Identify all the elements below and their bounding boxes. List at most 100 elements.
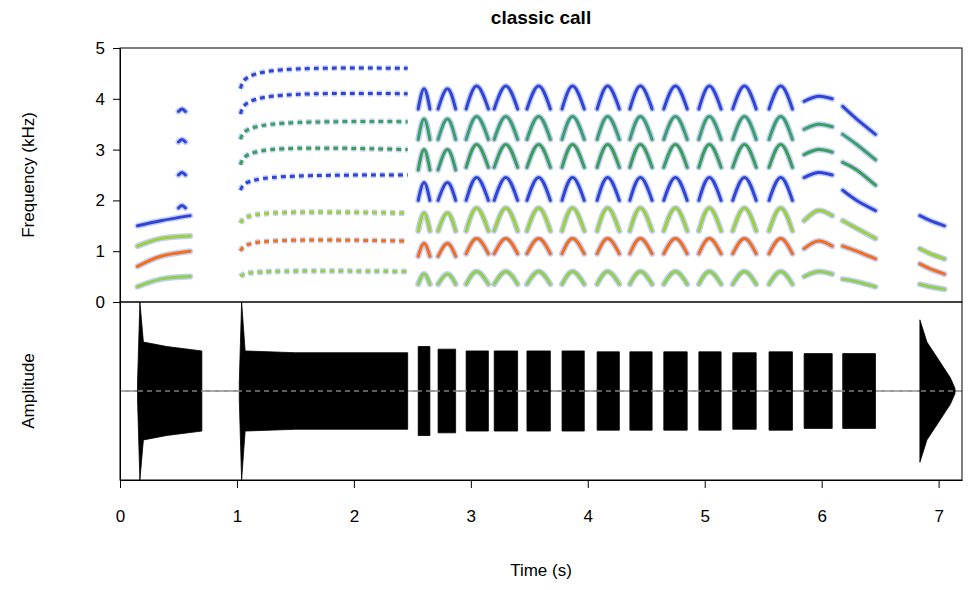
harmonic-halo: [664, 208, 687, 231]
harmonic: [240, 68, 407, 89]
harmonic: [630, 208, 652, 231]
waveform-marks: [120, 302, 962, 480]
harmonic: [733, 145, 756, 168]
x-axis: 01234567: [116, 480, 963, 526]
harmonic: [843, 134, 876, 159]
harmonic-halo: [438, 119, 456, 139]
harmonic: [630, 272, 652, 285]
harmonic: [699, 272, 721, 285]
harmonic-halo: [664, 178, 687, 201]
harmonic: [418, 119, 430, 139]
harmonic-halo: [630, 86, 652, 109]
x-tick: 6: [817, 480, 826, 526]
harmonic-halo: [920, 216, 945, 226]
harmonic: [562, 117, 584, 140]
y-tick: 2: [96, 191, 120, 210]
harmonic-halo: [562, 208, 584, 231]
syllable: [630, 86, 652, 284]
x-axis-title: Time (s): [510, 561, 572, 580]
y-tick-label: 4: [96, 90, 105, 109]
syllable: [920, 216, 945, 290]
harmonic: [178, 139, 185, 142]
harmonic: [843, 221, 876, 239]
harmonic: [240, 122, 407, 140]
syllable: [843, 106, 876, 286]
harmonic: [466, 117, 488, 140]
harmonic-halo: [178, 205, 185, 208]
harmonic-halo: [664, 117, 687, 140]
harmonic: [804, 210, 832, 220]
harmonic: [597, 117, 619, 140]
harmonic-halo: [769, 272, 792, 285]
harmonic-halo: [466, 272, 488, 285]
harmonic: [418, 183, 430, 201]
harmonic: [418, 244, 430, 257]
y-tick-label: 2: [96, 191, 105, 210]
syllable: [178, 109, 185, 208]
harmonic: [438, 213, 456, 231]
zero-line: [120, 391, 962, 392]
harmonic: [733, 272, 756, 285]
harmonic: [240, 271, 407, 277]
harmonic: [699, 239, 721, 254]
harmonic: [843, 279, 876, 287]
harmonic: [466, 272, 488, 285]
harmonic-halo: [920, 264, 945, 274]
y-tick-mark: [113, 99, 120, 100]
syllable: [138, 216, 191, 287]
harmonic: [438, 119, 456, 139]
y-tick: 5: [96, 39, 120, 58]
harmonic-halo: [527, 86, 550, 109]
harmonic: [527, 272, 550, 285]
harmonic-halo: [699, 86, 721, 109]
x-tick-mark: [237, 480, 238, 488]
harmonic-halo: [597, 178, 619, 201]
harmonic-halo: [597, 239, 619, 254]
harmonic-halo: [843, 106, 876, 134]
harmonic: [769, 239, 792, 254]
harmonic: [733, 208, 756, 231]
harmonic: [527, 117, 550, 140]
harmonic-halo: [466, 239, 488, 254]
harmonic-halo: [699, 145, 721, 168]
chart-svg: classic call012345Frequency (kHz)0123456…: [0, 0, 971, 590]
harmonic-halo: [527, 145, 550, 168]
harmonic-halo: [562, 86, 584, 109]
x-tick-mark: [120, 480, 121, 488]
harmonic: [769, 86, 792, 109]
harmonic-halo: [733, 145, 756, 168]
harmonic-halo: [733, 117, 756, 140]
harmonic-halo: [843, 134, 876, 159]
y-tick-label: 0: [96, 293, 105, 312]
harmonic-halo: [630, 178, 652, 201]
harmonic-halo: [804, 124, 832, 129]
x-tick-mark: [471, 480, 472, 488]
harmonic-halo: [630, 239, 652, 254]
syllable: [562, 86, 584, 284]
harmonic: [494, 239, 517, 254]
harmonic-halo: [138, 277, 191, 287]
harmonic: [418, 89, 430, 109]
harmonic: [733, 178, 756, 201]
x-tick: 7: [934, 480, 943, 526]
harmonic: [920, 264, 945, 274]
harmonic: [562, 239, 584, 254]
harmonic-halo: [562, 145, 584, 168]
harmonic: [664, 208, 687, 231]
harmonic: [527, 178, 550, 201]
harmonic-halo: [240, 175, 407, 190]
harmonic-halo: [240, 240, 407, 251]
y-tick-label: 1: [96, 242, 105, 261]
harmonic-halo: [240, 148, 407, 165]
harmonic: [466, 86, 488, 109]
syllable: [597, 86, 619, 284]
harmonic: [438, 274, 456, 284]
harmonic: [699, 178, 721, 201]
harmonic: [769, 208, 792, 231]
harmonic: [466, 208, 488, 231]
harmonic: [562, 145, 584, 168]
harmonic: [733, 86, 756, 109]
harmonic: [562, 272, 584, 285]
x-tick-label: 3: [467, 507, 476, 526]
harmonic-halo: [494, 208, 517, 231]
